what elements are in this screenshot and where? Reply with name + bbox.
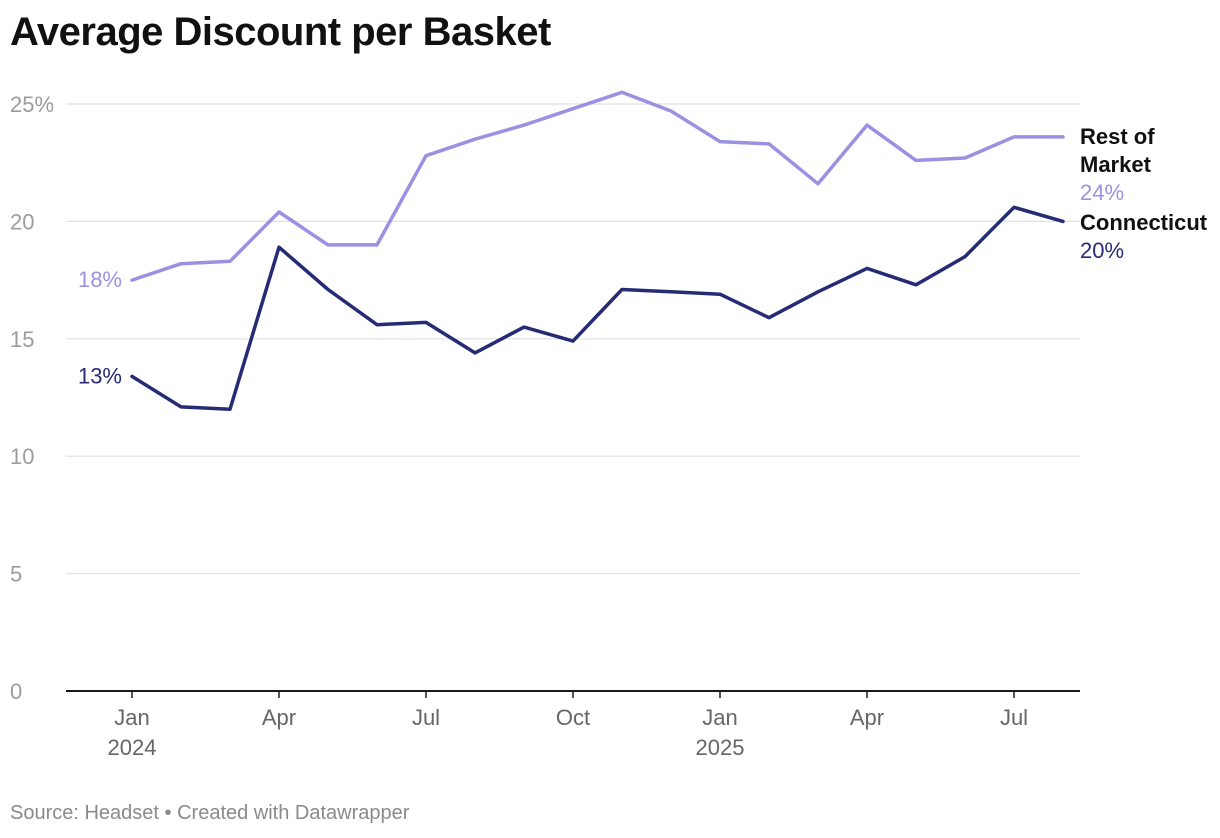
series-layer <box>130 90 1065 411</box>
start-label-rest-of-market: 18% <box>78 267 122 292</box>
end-name-connecticut: Connecticut <box>1080 210 1208 235</box>
y-tick-label: 15 <box>10 327 34 352</box>
x-tick-year-label: 2025 <box>696 735 745 760</box>
y-tick-label: 25% <box>10 92 54 117</box>
x-tick-label: Apr <box>850 705 884 730</box>
x-tick-label: Jul <box>1000 705 1028 730</box>
series-line-connecticut <box>130 205 1065 411</box>
end-name-rest-of-market-line1: Rest of <box>1080 124 1155 149</box>
series-line-rest-of-market <box>130 90 1065 282</box>
x-tick-label: Jan <box>702 705 737 730</box>
x-tick-label: Oct <box>556 705 590 730</box>
y-tick-label: 5 <box>10 562 22 587</box>
end-value-connecticut: 20% <box>1080 238 1124 263</box>
label-layer: 18% 13% Rest of Market 24% Connecticut 20% <box>78 124 1208 388</box>
x-tick-year-label: 2024 <box>108 735 157 760</box>
start-label-connecticut: 13% <box>78 363 122 388</box>
y-tick-label: 0 <box>10 679 22 704</box>
x-tick-label: Jul <box>412 705 440 730</box>
y-tick-label: 10 <box>10 444 34 469</box>
axis-layer: 0 5 10 15 20 25% Jan 2024 Apr Jul Oct Jan 2025 Apr Jul <box>10 92 1080 760</box>
x-tick-label: Jan <box>114 705 149 730</box>
x-tick-label: Apr <box>262 705 296 730</box>
chart-title: Average Discount per Basket <box>10 10 551 54</box>
end-name-rest-of-market-line2: Market <box>1080 152 1152 177</box>
end-value-rest-of-market: 24% <box>1080 180 1124 205</box>
y-tick-label: 20 <box>10 209 34 234</box>
chart-footer: Source: Headset • Created with Datawrapp… <box>10 802 410 824</box>
